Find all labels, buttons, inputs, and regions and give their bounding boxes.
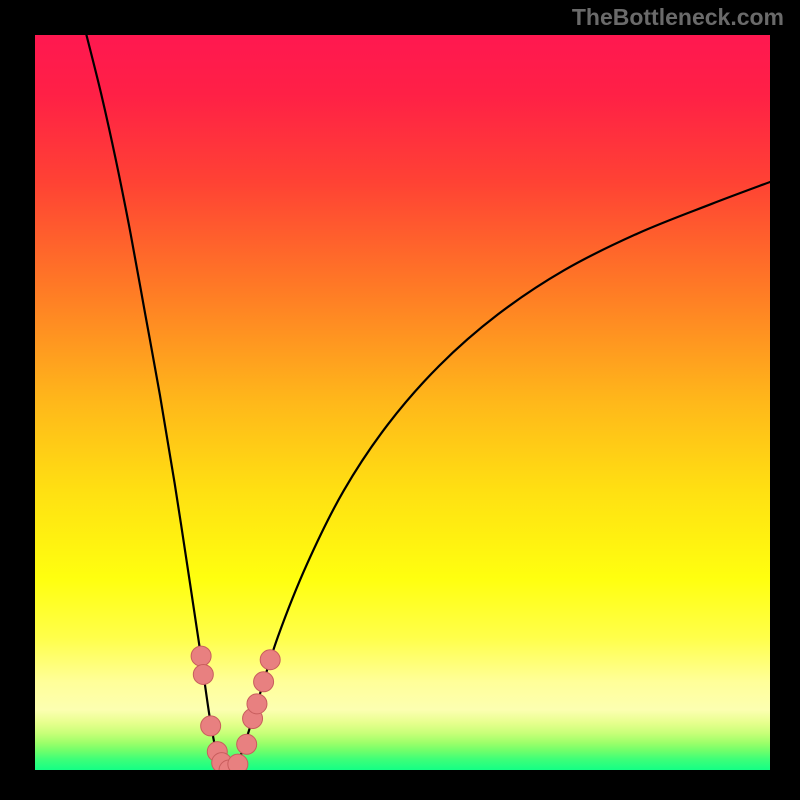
data-marker xyxy=(260,650,280,670)
data-marker xyxy=(237,734,257,754)
data-marker xyxy=(191,646,211,666)
chart-svg xyxy=(35,35,770,770)
data-marker xyxy=(193,664,213,684)
watermark-text: TheBottleneck.com xyxy=(572,4,784,31)
plot-area xyxy=(35,35,770,770)
data-marker xyxy=(254,672,274,692)
gradient-background xyxy=(35,35,770,770)
data-marker xyxy=(228,754,248,770)
data-marker xyxy=(247,694,267,714)
data-marker xyxy=(201,716,221,736)
